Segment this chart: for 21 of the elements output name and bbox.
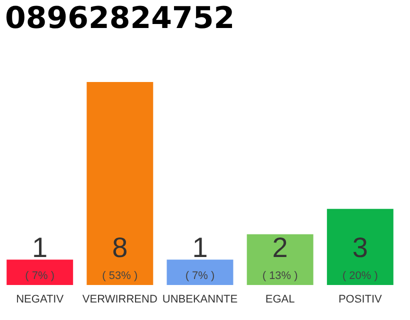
data-label: 1 — [192, 232, 208, 263]
annotation: ( 7% ) — [25, 270, 55, 282]
bar — [246, 234, 314, 285]
annotation: ( 13% ) — [262, 270, 298, 282]
bar — [6, 260, 74, 285]
x-tick-label: NEGATIV — [16, 294, 64, 306]
bar — [86, 82, 154, 285]
annotation: ( 53% ) — [102, 270, 138, 282]
x-tick-label: POSITIV — [338, 294, 383, 306]
data-label: 8 — [112, 232, 128, 263]
bar — [326, 208, 394, 285]
data-label: 2 — [272, 232, 288, 263]
annotation: ( 20% ) — [342, 270, 378, 282]
bar — [166, 260, 234, 285]
chart-title: 08962824752 — [5, 1, 235, 36]
annotation: ( 7% ) — [185, 270, 215, 282]
x-tick-label: UNBEKANNTE — [162, 294, 238, 306]
data-label: 3 — [352, 232, 368, 263]
x-tick-label: EGAL — [265, 294, 295, 306]
x-tick-label: VERWIRREND — [82, 294, 158, 306]
data-label: 1 — [32, 232, 48, 263]
